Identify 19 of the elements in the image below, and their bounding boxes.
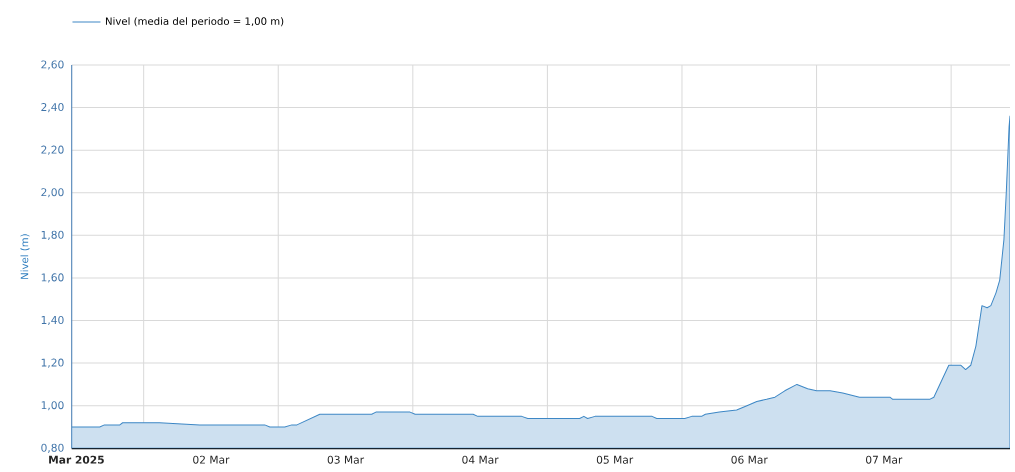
- legend-label: Nivel (media del periodo = 1,00 m): [105, 17, 284, 27]
- x-tick-label: 03 Mar: [327, 455, 365, 464]
- y-tick-label: 1,00: [41, 401, 64, 411]
- y-tick-label: 1,80: [41, 230, 64, 240]
- y-tick-label: 2,60: [41, 60, 64, 70]
- y-axis-title: Nivel (m): [20, 234, 30, 279]
- x-tick-label: 06 Mar: [731, 455, 768, 464]
- y-tick-label: 0,80: [41, 443, 64, 453]
- x-tick-label: 07 Mar: [866, 455, 903, 464]
- y-tick-label: 2,20: [41, 145, 64, 155]
- x-tick-label: 02 Mar: [193, 455, 230, 464]
- x-tick-label: 05 Mar: [596, 455, 634, 464]
- x-tick-label: Mar 2025: [49, 455, 104, 464]
- y-tick-label: 2,40: [41, 103, 64, 113]
- y-tick-label: 1,60: [41, 273, 64, 283]
- x-tick-label: 04 Mar: [462, 455, 499, 464]
- y-tick-label: 1,40: [41, 315, 64, 326]
- y-tick-label: 1,20: [41, 358, 64, 368]
- y-tick-label: 2,00: [41, 188, 64, 198]
